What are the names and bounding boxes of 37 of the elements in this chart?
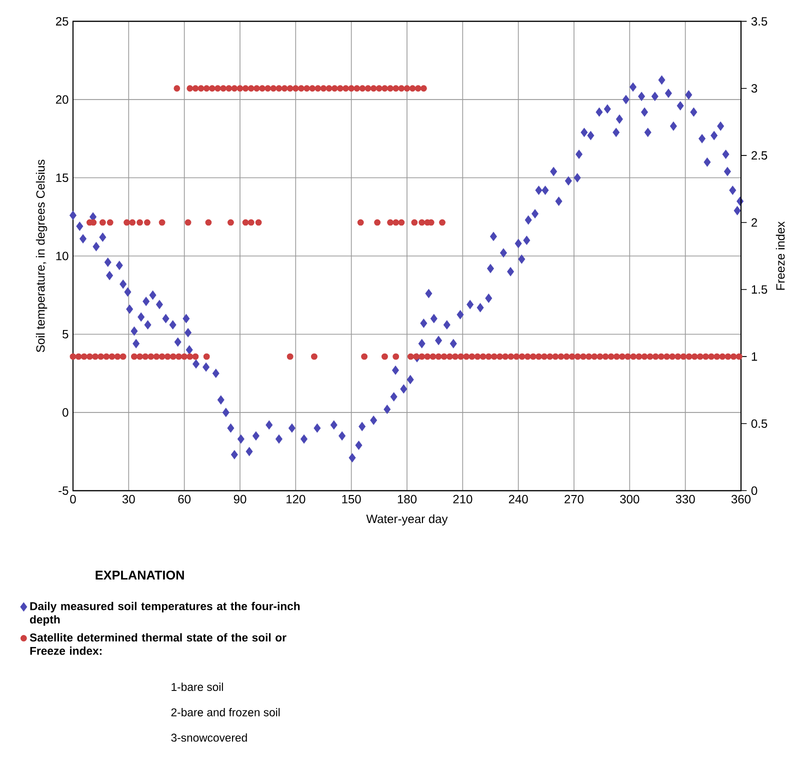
y2-tick-label: 3.5 xyxy=(751,17,768,26)
x-tick-label: 270 xyxy=(564,495,584,504)
y-tick-label: 25 xyxy=(56,17,68,26)
legend-label: Daily measured soil temperatures at the four-inch depth xyxy=(30,602,300,626)
x-tick-label: 150 xyxy=(342,495,361,504)
y-tick-label: -5 xyxy=(58,486,68,496)
legend-label: Satellite determined thermal state of the soil or Freeze index: xyxy=(30,633,286,656)
y-tick-label: 5 xyxy=(62,330,68,339)
y2-tick-label: 0 xyxy=(751,486,758,496)
x-tick-label: 360 xyxy=(731,495,751,504)
x-tick-label: 300 xyxy=(620,495,640,504)
y2-tick-label: 1.5 xyxy=(752,286,768,294)
y2-tick-label: 2.5 xyxy=(752,151,768,160)
y2-tick-label: 3 xyxy=(751,84,758,93)
legend-title: EXPLANATION xyxy=(96,570,184,580)
y-tick-label: 20 xyxy=(56,95,68,104)
y-tick-label: 10 xyxy=(56,252,68,260)
x-tick-label: 90 xyxy=(234,495,246,504)
x-tick-label: 120 xyxy=(286,495,306,504)
x-tick-label: 60 xyxy=(178,495,191,504)
x-tick-label: 210 xyxy=(453,495,472,504)
y2-tick-label: 1 xyxy=(752,352,758,361)
text: 2-bare and frozen soil xyxy=(171,708,280,717)
text: 3-snowcovered xyxy=(171,734,247,742)
y2-axis-title: Freeze index xyxy=(776,222,785,290)
text: 1-bare soil xyxy=(172,682,223,692)
x-tick-label: 180 xyxy=(398,495,417,504)
x-tick-label: 30 xyxy=(122,495,135,504)
x-tick-label: 240 xyxy=(508,495,528,504)
y-axis-title: Soil temperature, in degrees Celsius xyxy=(36,160,48,352)
y2-tick-label: 0.5 xyxy=(751,420,768,428)
x-tick-label: 330 xyxy=(676,495,695,504)
y-tick-label: 15 xyxy=(56,174,68,182)
y-tick-label: 0 xyxy=(62,408,68,417)
y2-tick-label: 2 xyxy=(752,218,758,227)
x-axis-title: Water-year day xyxy=(366,514,448,526)
x-tick-label: 0 xyxy=(70,495,76,504)
